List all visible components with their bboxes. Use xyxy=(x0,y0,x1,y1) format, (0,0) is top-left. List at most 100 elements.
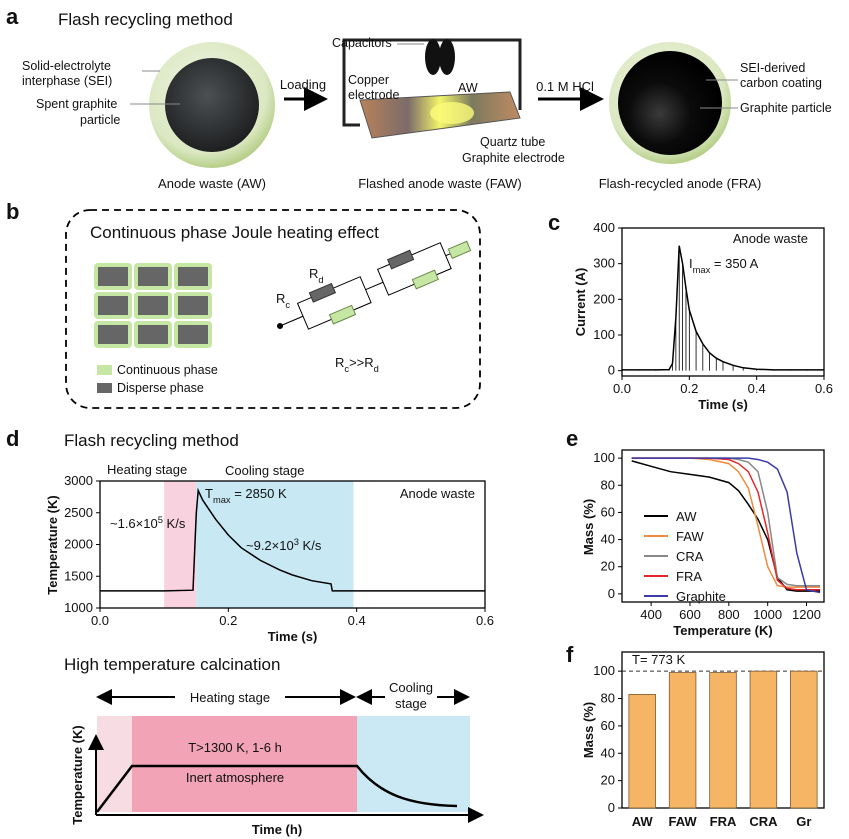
x-axis-label: Time (s) xyxy=(698,397,748,412)
panel-letter: c xyxy=(548,210,560,235)
resistor-network xyxy=(277,240,472,330)
label: Inert atmosphere xyxy=(186,770,284,785)
disperse-cell xyxy=(178,325,208,344)
relation: Rc>>Rd xyxy=(335,355,379,374)
y-axis-label: Mass (%) xyxy=(581,702,596,758)
caption: Flashed anode waste (FAW) xyxy=(358,176,522,191)
y-axis-label: Current (A) xyxy=(573,268,588,337)
text-part: = 2850 K xyxy=(231,486,287,501)
text-part: R xyxy=(276,291,285,306)
label: Cooling xyxy=(389,680,433,695)
dashed-box xyxy=(65,209,481,409)
text-part: R xyxy=(335,355,344,370)
x-tick-label: 0.4 xyxy=(748,381,766,396)
label: carbon coating xyxy=(740,76,822,90)
y-tick-label: 2000 xyxy=(64,537,93,552)
panel-letter: f xyxy=(566,642,574,667)
x-tick-label: 1200 xyxy=(792,607,821,622)
annotation: ~1.6×105 K/s xyxy=(110,515,186,531)
text-part: d xyxy=(374,364,379,374)
legend-label: Graphite xyxy=(676,589,726,604)
x-tick-label: 0.0 xyxy=(91,613,109,628)
panel-letter: a xyxy=(6,4,19,29)
text-part: Anode waste xyxy=(733,231,808,246)
annotation: ~9.2×103 K/s xyxy=(246,537,322,553)
label: Graphite particle xyxy=(740,101,832,115)
bar xyxy=(628,694,656,809)
wire xyxy=(342,38,522,127)
region xyxy=(357,716,470,812)
disperse-cell xyxy=(178,296,208,315)
capacitor xyxy=(425,39,441,75)
text-part: 3 xyxy=(294,537,299,547)
y-tick-label: 3000 xyxy=(64,473,93,488)
x-tick-label: 0.0 xyxy=(613,381,631,396)
x-tick-label: 800 xyxy=(718,607,740,622)
y-axis-label: Mass (%) xyxy=(581,499,596,555)
x-tick-label: 0.6 xyxy=(476,613,494,628)
x-tick-label: 0.6 xyxy=(815,381,833,396)
y-tick-label: 40 xyxy=(601,745,615,760)
y-tick-label: 1000 xyxy=(64,600,93,615)
y-tick-label: 1500 xyxy=(64,568,93,583)
panel-title: Continuous phase Joule heating effect xyxy=(90,223,379,242)
disperse-cell xyxy=(98,267,128,286)
stage-label: Heating stage xyxy=(107,462,187,477)
text-part: 5 xyxy=(158,515,163,525)
y-tick-label: 40 xyxy=(601,532,615,547)
series-line xyxy=(631,460,821,592)
label: stage xyxy=(395,696,427,711)
legend-label: FAW xyxy=(676,529,704,544)
disperse-cell xyxy=(138,296,168,315)
text-part: ~1.6×10 xyxy=(110,516,158,531)
y-tick-label: 80 xyxy=(601,691,615,706)
y-axis-label: Temperature (K) xyxy=(45,495,60,594)
label: SEI-derived xyxy=(740,61,805,75)
panel-letter: e xyxy=(566,426,578,451)
panel-letter: b xyxy=(6,199,19,224)
stage-label: Cooling stage xyxy=(225,463,305,478)
legend-label: AW xyxy=(676,509,697,524)
label-bg xyxy=(385,678,437,712)
graphite-particle xyxy=(618,51,722,155)
disperse-cell xyxy=(178,267,208,286)
axis-label: Time (h) xyxy=(252,822,302,837)
annotation: T= 773 K xyxy=(632,652,685,667)
y-tick-label: 60 xyxy=(601,504,615,519)
text-part: K/s xyxy=(299,538,322,553)
label: Capacitors xyxy=(332,36,392,50)
text-part: K/s xyxy=(163,516,186,531)
disperse-cell xyxy=(98,325,128,344)
spent-graphite xyxy=(165,58,259,152)
panel-title: Flash recycling method xyxy=(58,10,233,29)
axis-label: Temperature (K) xyxy=(70,725,85,824)
panel-title: Flash recycling method xyxy=(64,431,239,450)
phase-grid xyxy=(94,263,212,348)
x-axis-label: Temperature (K) xyxy=(673,623,772,638)
text-part: T= 773 K xyxy=(632,652,685,667)
x-tick-label: CRA xyxy=(749,814,778,829)
rd-label: Rd xyxy=(309,266,324,285)
y-tick-label: 100 xyxy=(593,450,615,465)
region xyxy=(97,716,132,812)
label-bg xyxy=(175,688,285,706)
bar xyxy=(709,672,737,809)
legend-label: Disperse phase xyxy=(117,381,204,395)
label: Heating stage xyxy=(190,690,270,705)
text-part: Anode waste xyxy=(400,486,475,501)
annotation: Anode waste xyxy=(400,486,475,501)
annotation: Imax = 350 A xyxy=(689,256,759,275)
y-tick-label: 200 xyxy=(593,291,615,306)
caption: Flash-recycled anode (FRA) xyxy=(599,176,762,191)
text-part: max xyxy=(213,495,231,505)
legend-label: CRA xyxy=(676,549,704,564)
plot-frame xyxy=(621,227,825,377)
series-line xyxy=(100,487,485,592)
text-part: c xyxy=(344,364,349,374)
annotation: Tmax = 2850 K xyxy=(205,486,287,505)
y-tick-label: 2500 xyxy=(64,505,93,520)
label: Copper xyxy=(348,73,389,87)
y-tick-label: 100 xyxy=(593,663,615,678)
label: Graphite electrode xyxy=(462,151,565,165)
